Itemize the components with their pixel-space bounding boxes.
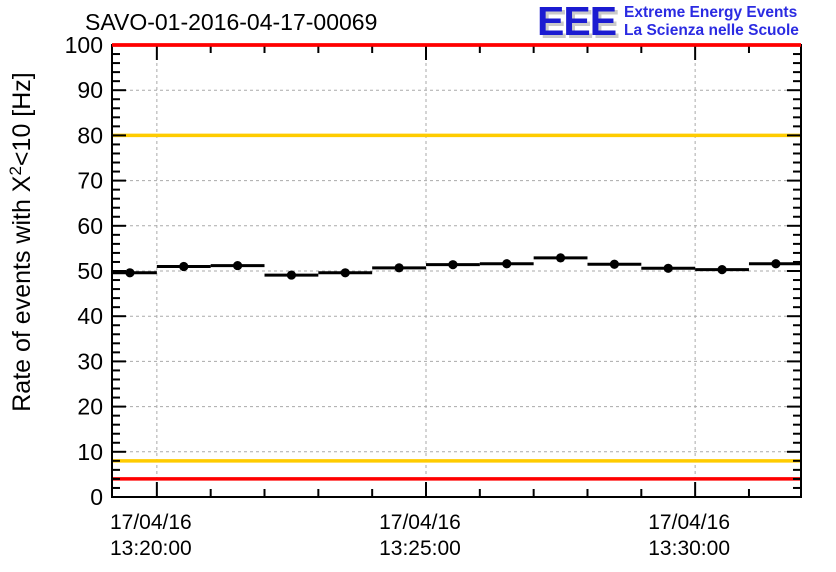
y-axis-tick-label: 90 [77,77,103,103]
data-point [394,263,404,273]
eee-logo: EEE Extreme Energy Events La Scienza nel… [537,0,799,44]
y-axis-tick-label: 50 [77,258,103,284]
data-point [125,268,135,278]
data-point [448,260,458,270]
x-axis-time-label: 13:20:00 [110,537,192,560]
x-axis-date-label: 17/04/16 [110,511,192,534]
data-point [609,259,619,269]
x-axis-date-label: 17/04/16 [648,511,730,534]
y-axis-tick-label: 10 [77,439,103,465]
y-axis-tick-label: 40 [77,303,103,329]
data-point [286,270,297,280]
eee-logo-line2: La Scienza nelle Scuole [624,21,799,39]
data-point [232,260,243,271]
y-axis-tick-label: 100 [65,32,103,58]
eee-logo-text: Extreme Energy Events La Scienza nelle S… [624,2,799,39]
eee-logo-line1: Extreme Energy Events [624,4,798,21]
data-point [663,263,673,273]
data-point [179,261,189,272]
y-axis-tick-label: 30 [77,348,103,374]
data-point [717,265,727,275]
data-point [502,259,512,269]
y-axis-tick-label: 0 [90,484,103,510]
y-axis-title: Rate of events with X2<10 [Hz] [6,72,36,412]
chart-title: SAVO-01-2016-04-17-00069 [85,9,378,35]
data-series [112,253,801,280]
data-point [771,259,781,269]
eee-logo-acronym: EEE [537,0,617,44]
y-axis-tick-label: 60 [77,213,103,239]
x-axis-time-label: 13:25:00 [379,537,461,560]
x-axis-time-label: 13:30:00 [648,537,730,560]
x-axis-date-label: 17/04/16 [379,511,461,534]
data-point [340,268,350,278]
data-point [555,253,566,263]
y-axis-tick-label: 70 [77,168,103,194]
y-axis-tick-label: 20 [77,394,103,420]
y-axis-tick-label: 80 [77,122,103,148]
